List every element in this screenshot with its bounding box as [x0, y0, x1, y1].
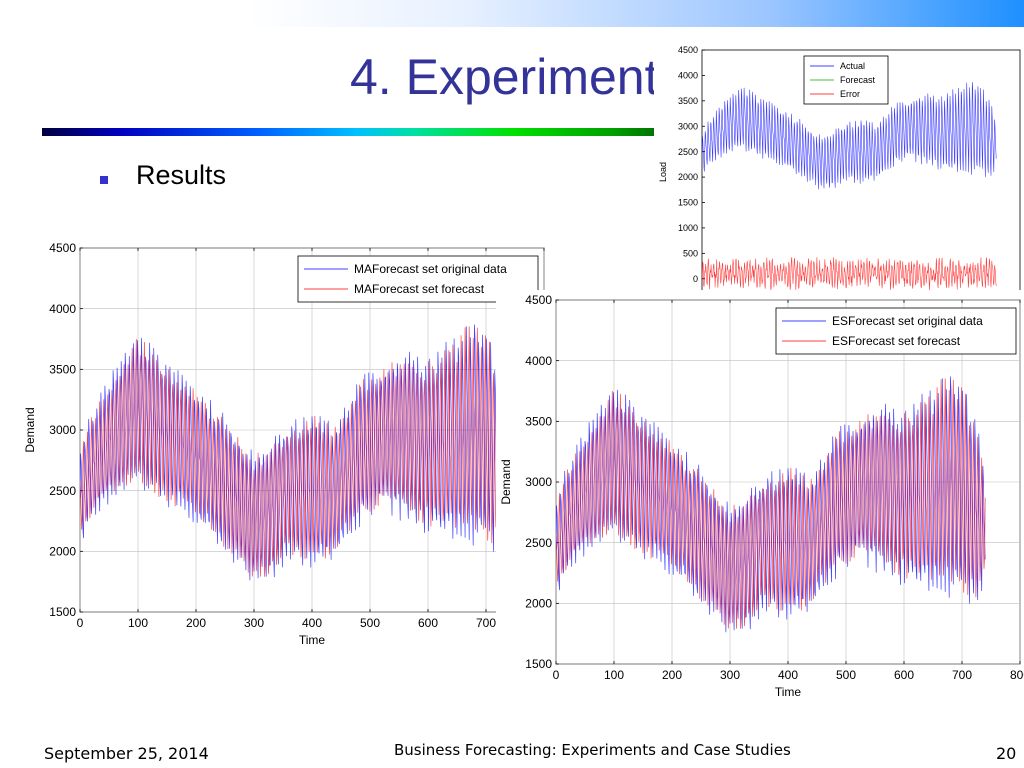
y-axis-label: Demand — [499, 459, 513, 504]
y-tick-label: 3000 — [525, 475, 552, 489]
y-tick-label: 4500 — [525, 293, 552, 307]
series-line-error — [702, 257, 997, 291]
x-tick-label: 500 — [836, 668, 856, 682]
x-tick-label: 300 — [244, 616, 264, 630]
y-tick-label: 2500 — [678, 147, 698, 157]
x-tick-label: 600 — [418, 616, 438, 630]
slide-title: 4. Experiments — [350, 49, 684, 105]
es-chart-panel: 1500 2000 2500 3000 3500 4000 4500 0 100 200 300 40… — [496, 290, 1024, 705]
es-legend: ESForecast set original data ESForecast s… — [775, 307, 1017, 355]
x-tick-label: 0 — [553, 668, 560, 682]
y-tick-label: 1000 — [678, 223, 698, 233]
series-line-forecast — [80, 326, 510, 577]
y-tick-label: 2000 — [49, 545, 76, 559]
y-tick-label: 2000 — [678, 172, 698, 182]
x-tick-label: 100 — [604, 668, 624, 682]
ma-legend: MAForecast set original data MAForecast s… — [297, 255, 539, 303]
y-tick-label: 3000 — [678, 121, 698, 131]
y-tick-label: 1500 — [678, 198, 698, 208]
ma-plot-area — [80, 324, 510, 581]
x-tick-label: 0 — [77, 616, 84, 630]
x-axis-label: Time — [299, 633, 326, 647]
y-axis-label: Load — [658, 162, 668, 182]
x-tick-label: 700 — [952, 668, 972, 682]
x-tick-label: 200 — [186, 616, 206, 630]
x-tick-label: 300 — [720, 668, 740, 682]
x-tick-label: 700 — [476, 616, 496, 630]
ma-chart: 1500 2000 2500 3000 3500 4000 4500 0 100 200 300 40… — [23, 241, 554, 647]
load-legend: Actual Forecast Error — [803, 55, 889, 105]
series-line-forecast — [556, 378, 986, 629]
y-tick-label: 4000 — [525, 354, 552, 368]
legend-label: Error — [840, 89, 860, 99]
es-chart: 1500 2000 2500 3000 3500 4000 4500 0 100 200 300 40… — [499, 293, 1024, 699]
title-divider-bar — [42, 128, 1024, 136]
x-axis-label: Time — [775, 685, 802, 699]
series-line-original — [702, 82, 997, 190]
load-plot-area — [702, 82, 997, 291]
header-gradient-band — [0, 0, 1024, 27]
es-plot-area — [556, 376, 986, 633]
y-tick-label: 1500 — [525, 657, 552, 671]
square-bullet-icon — [100, 176, 108, 184]
y-axis-label: Demand — [23, 407, 37, 452]
x-tick-label: 800 — [1010, 668, 1024, 682]
legend-label: Actual — [840, 61, 865, 71]
x-tick-label: 400 — [302, 616, 322, 630]
legend-box — [775, 307, 1017, 355]
y-tick-label: 500 — [683, 248, 698, 258]
load-chart: 0 500 1000 1500 2000 2500 3000 3500 4000 4500 Load… — [658, 45, 1021, 295]
load-chart-panel: 0 500 1000 1500 2000 2500 3000 3500 4000 4500 Load… — [654, 40, 1024, 298]
y-tick-label: 3500 — [49, 363, 76, 377]
bullet-text: Results — [136, 160, 227, 190]
y-tick-label: 2500 — [49, 484, 76, 498]
footer-date: September 25, 2014 — [44, 744, 209, 763]
legend-label: Forecast — [840, 75, 876, 85]
y-tick-label: 3500 — [678, 96, 698, 106]
y-tick-label: 2500 — [525, 536, 552, 550]
legend-label: ESForecast set original data — [832, 314, 983, 328]
legend-label: ESForecast set forecast — [832, 334, 961, 348]
y-tick-label: 0 — [693, 274, 698, 284]
footer-title: Business Forecasting: Experiments and Ca… — [394, 741, 791, 759]
y-tick-label: 4000 — [678, 71, 698, 81]
y-tick-label: 4500 — [49, 241, 76, 255]
x-tick-label: 500 — [360, 616, 380, 630]
x-tick-label: 100 — [128, 616, 148, 630]
x-tick-label: 400 — [778, 668, 798, 682]
y-tick-label: 3000 — [49, 423, 76, 437]
x-tick-label: 200 — [662, 668, 682, 682]
legend-label: MAForecast set forecast — [354, 282, 485, 296]
y-tick-label: 3500 — [525, 415, 552, 429]
page-number: 20 — [996, 744, 1017, 763]
ma-chart-panel: 1500 2000 2500 3000 3500 4000 4500 0 100 200 300 40… — [20, 238, 565, 653]
x-tick-label: 600 — [894, 668, 914, 682]
y-tick-label: 4500 — [678, 45, 698, 55]
y-tick-label: 1500 — [49, 605, 76, 619]
y-tick-label: 2000 — [525, 597, 552, 611]
legend-label: MAForecast set original data — [354, 262, 507, 276]
y-tick-label: 4000 — [49, 302, 76, 316]
